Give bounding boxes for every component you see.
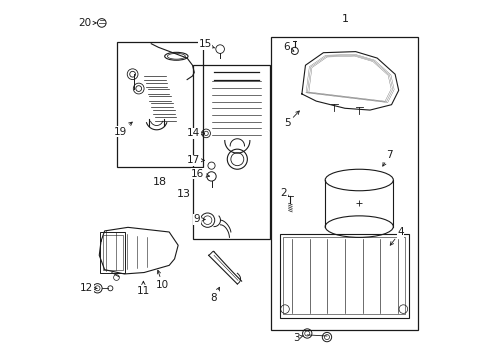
Bar	[117, 42, 203, 167]
Text: 6: 6	[283, 42, 293, 52]
Text: 8: 8	[210, 287, 219, 303]
Bar	[100, 232, 125, 273]
Text: 20: 20	[78, 18, 96, 28]
Text: 9: 9	[193, 215, 205, 224]
Text: 11: 11	[137, 281, 150, 296]
Bar	[271, 37, 418, 330]
Bar	[283, 237, 405, 315]
Text: 16: 16	[191, 168, 209, 179]
Bar	[279, 234, 408, 318]
Text: 12: 12	[80, 283, 97, 293]
Text: 18: 18	[153, 177, 167, 187]
Text: 5: 5	[284, 111, 299, 128]
Text: 13: 13	[176, 189, 190, 199]
Text: 15: 15	[198, 40, 214, 49]
Text: 14: 14	[186, 129, 203, 138]
Text: 19: 19	[114, 122, 132, 136]
Text: 7: 7	[382, 150, 392, 166]
Text: 2: 2	[280, 188, 288, 198]
Text: 1: 1	[341, 14, 347, 24]
Bar	[102, 234, 122, 270]
Text: 3: 3	[293, 333, 303, 343]
Bar	[192, 65, 269, 239]
Text: 4: 4	[389, 227, 403, 245]
Text: 10: 10	[156, 270, 169, 290]
Text: 17: 17	[186, 155, 203, 165]
